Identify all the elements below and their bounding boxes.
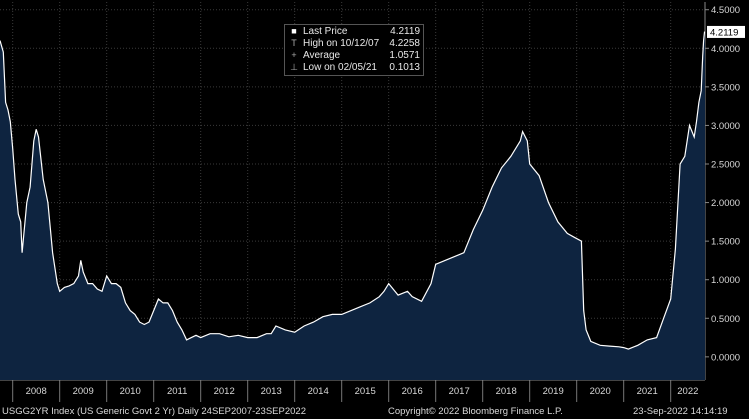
- legend-label: High on 10/12/07: [303, 38, 380, 49]
- copyright-footer: Copyright© 2022 Bloomberg Finance L.P.: [388, 406, 563, 417]
- legend-value: 0.1013: [389, 62, 420, 73]
- legend-value: 4.2119: [390, 26, 420, 37]
- legend-row-low: ⊥ Low on 02/05/21 0.1013: [285, 62, 423, 73]
- x-tick-label: 2010: [120, 386, 141, 397]
- legend-value: 1.0571: [389, 50, 420, 61]
- series-line: [0, 31, 706, 350]
- square-icon: ■: [291, 26, 297, 36]
- timestamp-footer: 23-Sep-2022 14:14:19: [633, 406, 728, 417]
- legend-row-last-price: ■ Last Price 4.2119: [285, 26, 423, 37]
- series-area-fill: [0, 31, 705, 381]
- last-price-tag: [707, 25, 745, 38]
- x-tick-label: 2022: [677, 386, 698, 397]
- x-tick-label: 2014: [308, 386, 329, 397]
- low-marker-icon: ⊥: [290, 62, 298, 72]
- x-tick-label: 2021: [637, 386, 658, 397]
- y-tick-label: 3.0000: [711, 121, 740, 132]
- high-marker-icon: T: [291, 38, 297, 48]
- y-tick-label: 1.5000: [711, 237, 740, 248]
- x-tick-label: 2018: [496, 386, 517, 397]
- x-tick-label: 2011: [167, 386, 187, 397]
- legend-box: ■ Last Price 4.2119 T High on 10/12/07 4…: [284, 24, 424, 76]
- x-tick-label: 2020: [590, 386, 611, 397]
- y-tick-label: 4.5000: [711, 5, 740, 16]
- x-tick-label: 2019: [543, 386, 564, 397]
- y-tick-label: 4.0000: [711, 44, 740, 55]
- y-tick-label: 3.5000: [711, 82, 740, 93]
- y-tick-label: 0.5000: [711, 314, 740, 325]
- legend-label: Average: [303, 50, 341, 61]
- y-tick-label: 1.0000: [711, 275, 740, 286]
- legend-row-high: T High on 10/12/07 4.2258: [285, 38, 423, 49]
- x-tick-label: 2017: [449, 386, 470, 397]
- legend-row-average: + Average 1.0571: [285, 50, 423, 61]
- average-marker-icon: +: [291, 50, 297, 60]
- legend-value: 4.2258: [389, 38, 420, 49]
- last-price-tag-label: 4.2119: [710, 27, 738, 38]
- ticker-footer: USGG2YR Index (US Generic Govt 2 Yr) Dai…: [2, 406, 306, 417]
- legend-label: Low on 02/05/21: [303, 62, 377, 73]
- y-tick-label: 2.5000: [711, 160, 740, 171]
- x-tick-label: 2012: [214, 386, 235, 397]
- x-tick-label: 2013: [261, 386, 282, 397]
- x-tick-label: 2016: [402, 386, 423, 397]
- x-tick-label: 2008: [26, 386, 47, 397]
- y-tick-label: 2.0000: [711, 198, 740, 209]
- x-tick-label: 2009: [73, 386, 94, 397]
- y-tick-label: 0.0000: [711, 352, 740, 363]
- x-tick-label: 2015: [355, 386, 376, 397]
- legend-label: Last Price: [303, 26, 348, 37]
